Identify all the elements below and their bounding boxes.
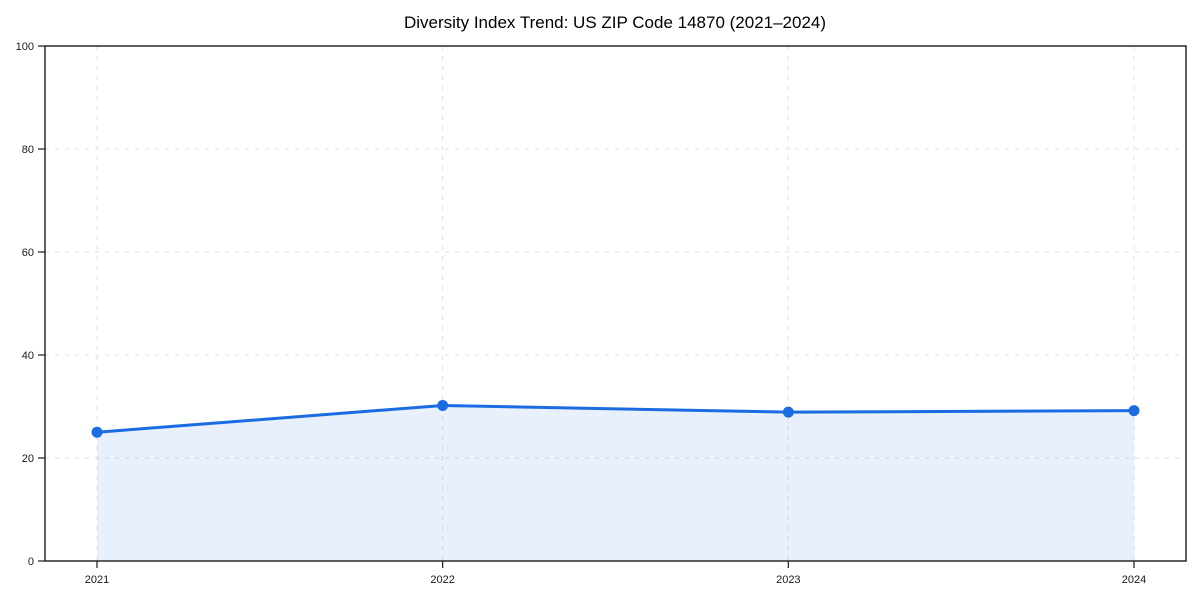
data-point — [437, 399, 449, 411]
chart-title: Diversity Index Trend: US ZIP Code 14870… — [404, 13, 826, 32]
y-tick-label: 80 — [22, 144, 34, 156]
y-tick-label: 100 — [16, 41, 34, 53]
y-tick-label: 60 — [22, 247, 34, 259]
x-tick-label: 2024 — [1122, 574, 1146, 586]
x-tick-label: 2022 — [430, 574, 454, 586]
x-tick-label: 2021 — [85, 574, 109, 586]
plot-area: 0 20 40 60 80 100 2021 2022 2023 2024 — [16, 41, 1187, 586]
data-point — [1128, 405, 1140, 417]
y-tick-label: 40 — [22, 350, 34, 362]
area-fill — [97, 405, 1134, 561]
plot-border — [44, 45, 1187, 562]
y-tick-label: 20 — [22, 453, 34, 465]
data-line — [96, 403, 1135, 434]
data-point — [91, 426, 103, 438]
x-tick-label: 2023 — [776, 574, 800, 586]
y-tick-label: 0 — [28, 556, 34, 568]
data-point — [782, 406, 794, 418]
